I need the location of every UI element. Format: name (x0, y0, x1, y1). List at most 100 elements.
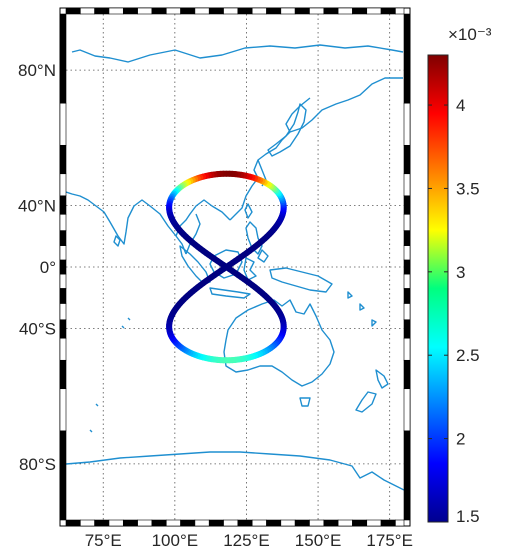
frame-segment (337, 7, 353, 15)
frame-segment (59, 288, 67, 304)
frame-segment (59, 319, 67, 339)
frame-segment (403, 337, 411, 361)
frame-segment (403, 273, 411, 289)
frame-segment (403, 13, 411, 104)
longitude-tick-label: 150°E (295, 531, 342, 550)
frame-segment (323, 519, 339, 527)
colorbar-tick-label: 2 (456, 430, 465, 449)
frame-segment (59, 430, 67, 521)
frame-segment (403, 230, 411, 246)
latitude-tick-label: 40°S (19, 320, 56, 339)
frame-segment (380, 519, 396, 527)
frame-segment (194, 7, 210, 15)
longitude-tick-label: 100°E (152, 531, 199, 550)
frame-segment (266, 519, 282, 527)
taiwan-coastline (244, 203, 253, 219)
frame-segment (165, 519, 181, 527)
latitude-tick-label: 0° (40, 258, 56, 277)
frame-segment (151, 519, 167, 527)
frame-segment (403, 319, 411, 339)
frame-segment (59, 144, 67, 175)
frame-segment (59, 259, 67, 275)
sulawesi-coastline (243, 257, 257, 281)
frame-segment (309, 519, 325, 527)
frame-segment (122, 519, 138, 527)
frame-segment (59, 195, 67, 215)
frame-segment (403, 259, 411, 275)
colorbar-exponent-label: ×10⁻³ (448, 25, 492, 44)
graticule (66, 14, 404, 520)
japan-coastline (267, 103, 307, 157)
latitude-tick-label: 80°S (19, 455, 56, 474)
frame-segment (180, 7, 196, 15)
frame-segment (59, 213, 67, 231)
frame-segment (323, 7, 339, 15)
frame-segment (403, 173, 411, 197)
colorbar-tick-label: 2.5 (456, 346, 480, 365)
frame-segment (251, 519, 267, 527)
frame-segment (151, 7, 167, 15)
track-segment (220, 264, 230, 273)
frame-segment (294, 519, 310, 527)
frame-segment (59, 245, 67, 261)
java-coastline (209, 287, 251, 299)
frame-segment (403, 102, 411, 146)
frame-segment (194, 519, 210, 527)
frame-segment (366, 519, 382, 527)
frame-segment (59, 303, 67, 321)
australia-coastline (223, 299, 335, 387)
frame-segment (366, 7, 382, 15)
pacific-islands-coastline (89, 291, 377, 433)
colorbar-gradient (427, 54, 449, 523)
frame-segment (59, 337, 67, 361)
frame-segment (59, 13, 67, 104)
frame-segment (59, 230, 67, 246)
frame-segment (403, 303, 411, 321)
frame-segment (108, 519, 124, 527)
frame-segment (94, 7, 110, 15)
frame-segment (352, 7, 368, 15)
map-frame (59, 7, 411, 527)
frame-segment (59, 359, 67, 390)
sri-lanka-coastline (113, 235, 121, 247)
frame-segment (65, 7, 81, 15)
frame-segment (108, 7, 124, 15)
colorbar-ticks: 1.5 2 2.5 3 3.5 4 (428, 96, 480, 526)
ground-track (166, 170, 287, 364)
frame-segment (337, 519, 353, 527)
frame-segment (223, 7, 239, 15)
coastlines (66, 44, 404, 491)
frame-segment (403, 195, 411, 215)
new-zealand-coastline (355, 369, 389, 413)
frame-segment (403, 288, 411, 304)
frame-segment (395, 7, 405, 15)
frame-segment (137, 519, 153, 527)
frame-segment (403, 430, 411, 521)
new-guinea-coastline (269, 267, 333, 293)
colorbar-tick-label: 3 (456, 263, 465, 282)
frame-segment (208, 7, 224, 15)
colorbar-tick-label: 3.5 (456, 179, 480, 198)
longitude-tick-labels: 75°E 100°E 125°E 150°E 175°E (85, 531, 413, 550)
philippines-coastline (245, 221, 269, 263)
frame-segment (137, 7, 153, 15)
tasmania-coastline (299, 397, 311, 407)
frame-segment (237, 7, 253, 15)
frame-segment (208, 519, 224, 527)
frame-segment (180, 519, 196, 527)
latitude-tick-label: 40°N (18, 196, 56, 215)
frame-segment (237, 519, 253, 527)
frame-segment (59, 173, 67, 197)
frame-segment (59, 388, 67, 432)
frame-segment (251, 7, 267, 15)
frame-segment (122, 7, 138, 15)
frame-segment (80, 7, 95, 15)
longitude-tick-label: 125°E (223, 531, 270, 550)
frame-segment (280, 7, 296, 15)
frame-segment (403, 144, 411, 175)
frame-segment (395, 519, 405, 527)
antarctica-coastline (66, 451, 404, 491)
frame-segment (403, 359, 411, 390)
frame-segment (59, 102, 67, 146)
